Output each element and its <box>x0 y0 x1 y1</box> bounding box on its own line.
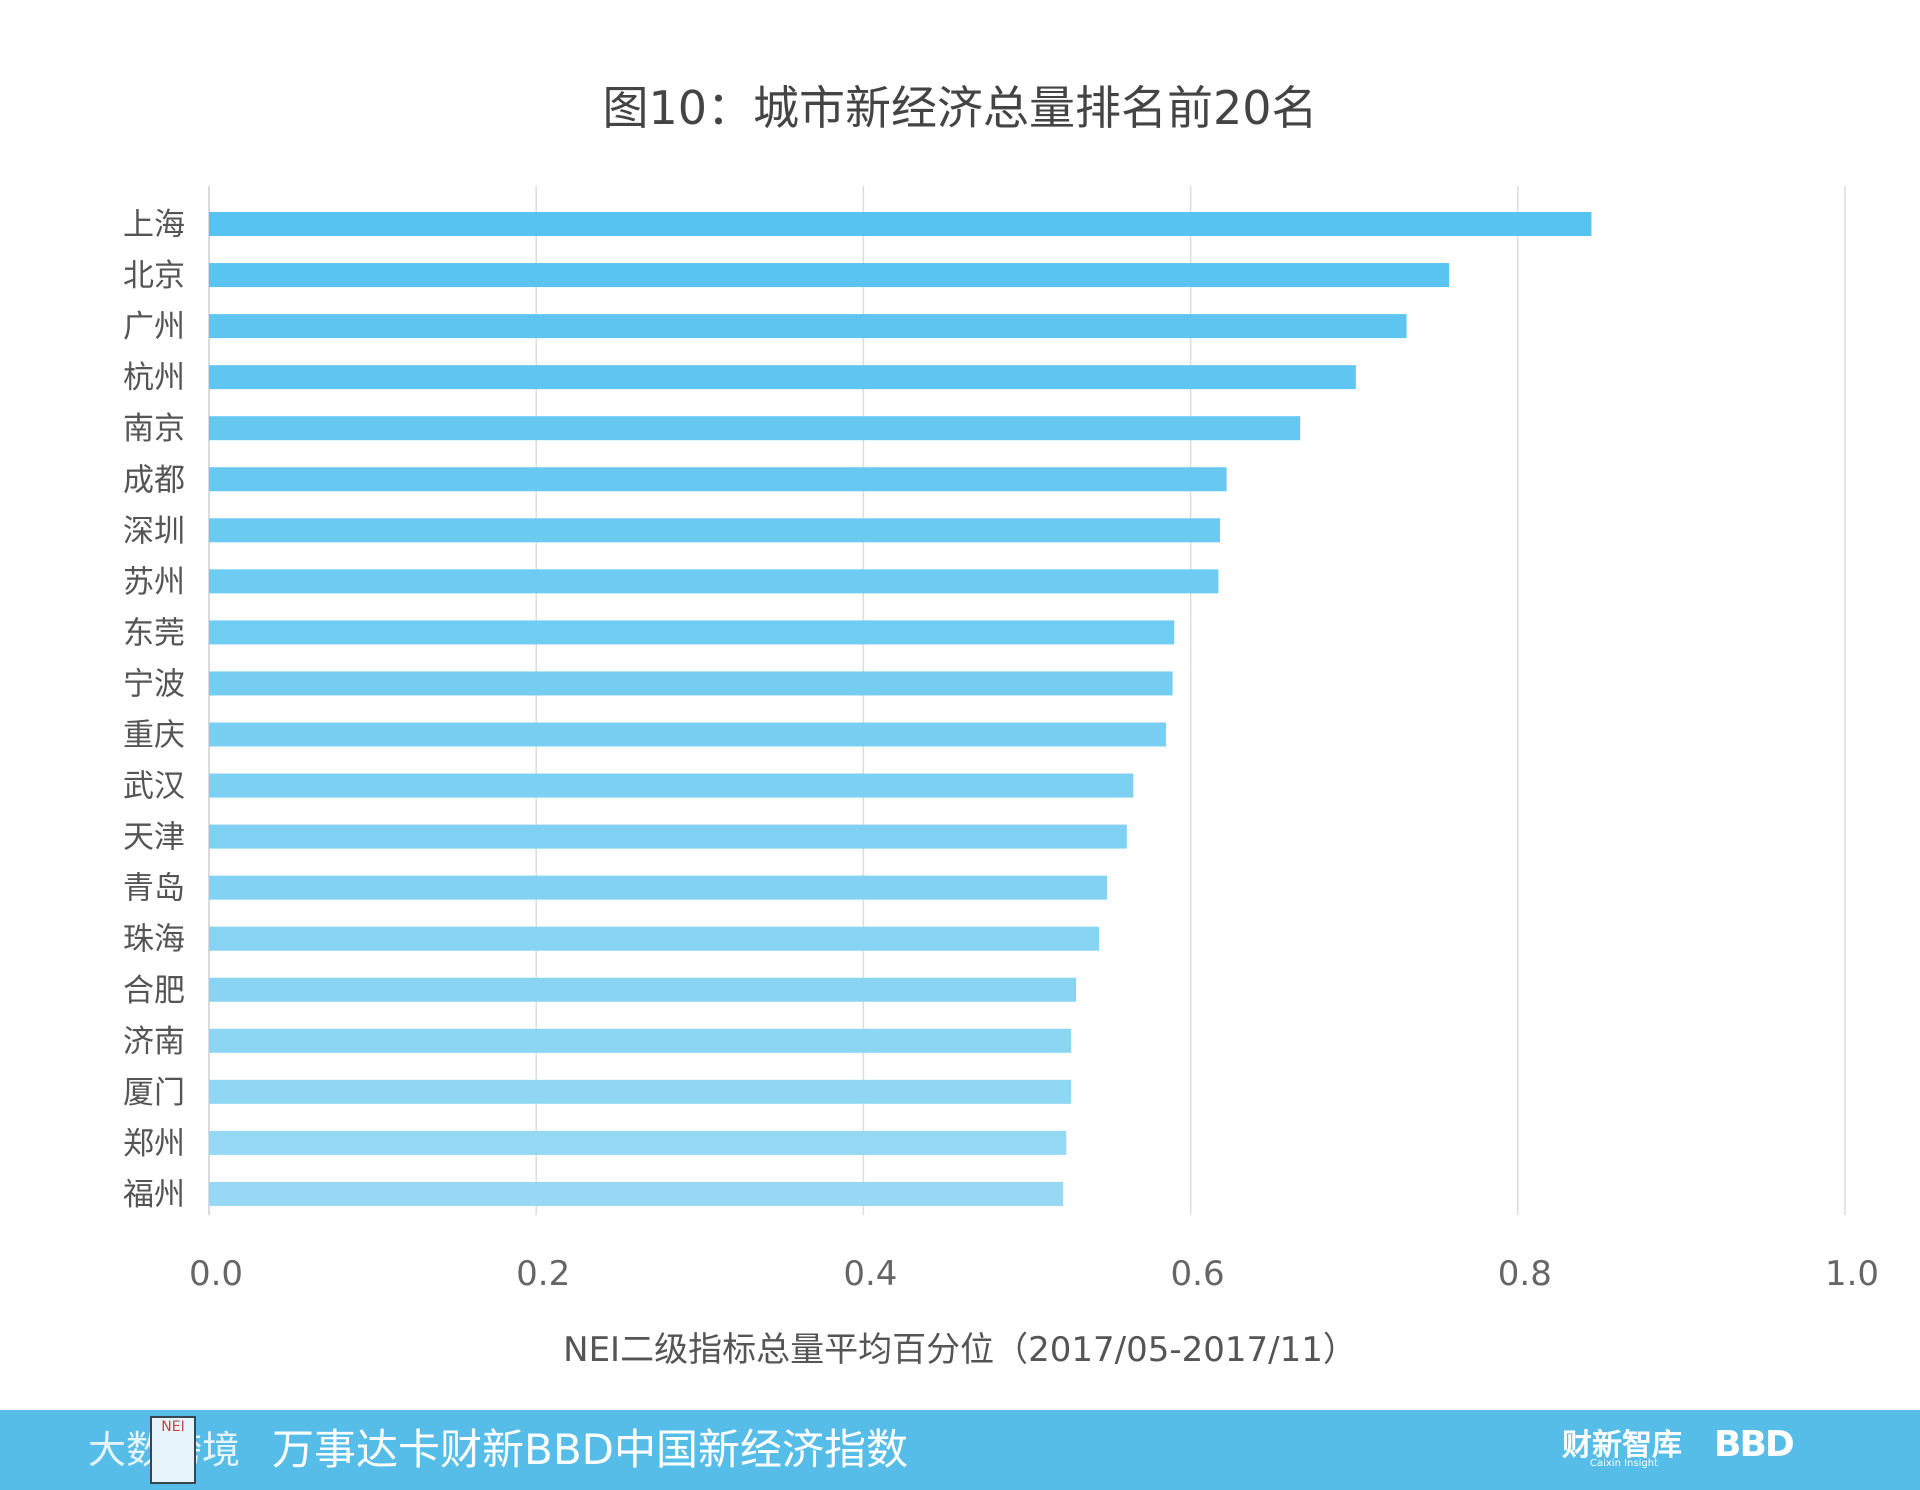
grid-lines <box>535 186 1846 1215</box>
category-label: 宁波 <box>123 666 185 702</box>
category-label: 合肥 <box>123 973 185 1009</box>
category-label: 上海 <box>123 207 185 243</box>
bar-福州 <box>209 1181 1063 1206</box>
bar-珠海 <box>209 926 1099 951</box>
x-tick-label: 0.6 <box>1171 1254 1225 1294</box>
bar-青岛 <box>209 875 1108 900</box>
bar-深圳 <box>209 518 1221 543</box>
bbd-logo: BBD <box>1714 1424 1795 1465</box>
x-tick-label: 0.2 <box>516 1254 570 1294</box>
bar-苏州 <box>209 569 1219 594</box>
category-label: 杭州 <box>123 360 185 396</box>
bar-北京 <box>209 263 1450 288</box>
bar-上海 <box>209 212 1592 236</box>
bar-合肥 <box>209 977 1077 1002</box>
category-label: 重庆 <box>123 718 185 754</box>
x-tick-label: 0.8 <box>1498 1254 1552 1294</box>
bar-重庆 <box>209 722 1167 747</box>
x-tick-label: 0.0 <box>189 1254 243 1294</box>
category-label: 天津 <box>123 820 185 856</box>
category-label: 深圳 <box>123 513 185 549</box>
category-label: 武汉 <box>123 769 185 805</box>
category-label: 郑州 <box>123 1126 185 1162</box>
bar-济南 <box>209 1028 1072 1053</box>
category-label: 青岛 <box>123 871 185 907</box>
watermark-logo: 大数跨境 NEI <box>12 1416 252 1484</box>
x-axis-label: NEI二级指标总量平均百分位（2017/05-2017/11） <box>563 1330 1357 1370</box>
category-label: 苏州 <box>123 564 185 600</box>
category-label: 福州 <box>123 1177 185 1213</box>
category-label: 北京 <box>123 258 185 294</box>
footer-banner: 大数跨境 NEI 万事达卡财新BBD中国新经济指数 财新智库 Caixin In… <box>0 1410 1920 1490</box>
bar-郑州 <box>209 1130 1067 1155</box>
category-label: 南京 <box>123 411 185 447</box>
bar-宁波 <box>209 671 1173 696</box>
bar-东莞 <box>209 620 1175 645</box>
chart-title: 图10：城市新经济总量排名前20名 <box>602 81 1318 135</box>
category-label: 广州 <box>123 309 185 345</box>
bar-广州 <box>209 314 1407 339</box>
bar-武汉 <box>209 773 1134 798</box>
bars <box>209 212 1592 1206</box>
category-label: 珠海 <box>123 922 185 958</box>
nei-badge: NEI <box>150 1416 196 1484</box>
bar-成都 <box>209 467 1227 492</box>
bar-天津 <box>209 824 1127 849</box>
x-tick-label: 1.0 <box>1825 1254 1879 1294</box>
footer-title: 万事达卡财新BBD中国新经济指数 <box>272 1425 908 1474</box>
bar-chart: 上海北京广州杭州南京成都深圳苏州东莞宁波重庆武汉天津青岛珠海合肥济南厦门郑州福州… <box>123 186 1879 1294</box>
category-label: 济南 <box>123 1024 185 1060</box>
caixin-insight-sub: Caixin Insight <box>1590 1458 1658 1469</box>
caixin-insight-logo: 财新智库 <box>1562 1428 1682 1463</box>
x-tick-labels: 0.0 0.2 0.4 0.6 0.8 1.0 <box>189 1254 1879 1294</box>
bar-厦门 <box>209 1079 1072 1104</box>
category-label: 成都 <box>123 462 185 498</box>
category-label: 厦门 <box>123 1075 185 1111</box>
category-label: 东莞 <box>123 615 185 651</box>
bar-南京 <box>209 416 1301 441</box>
bar-杭州 <box>209 365 1356 390</box>
x-tick-label: 0.4 <box>843 1254 897 1294</box>
